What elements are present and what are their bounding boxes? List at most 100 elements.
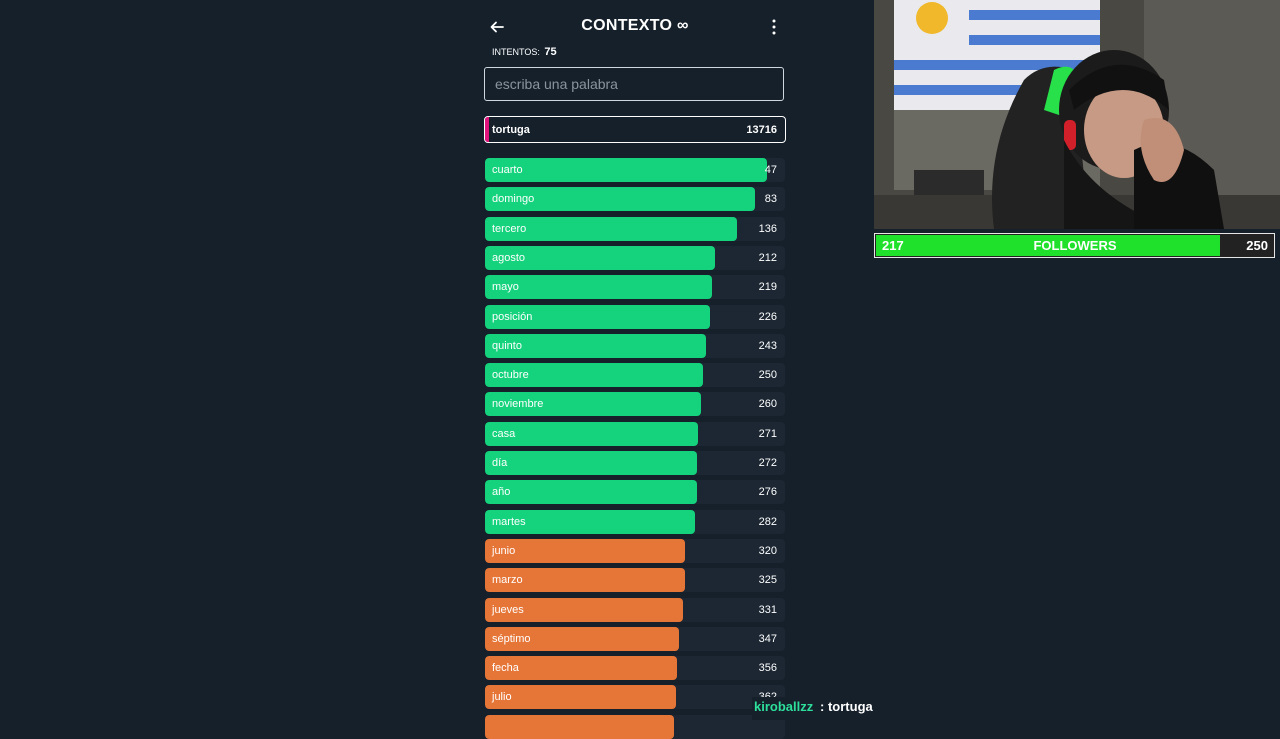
- guess-row: agosto 212: [485, 245, 785, 270]
- webcam-image: [874, 0, 1280, 229]
- guess-row: séptimo 347: [485, 626, 785, 651]
- guess-row: casa 271: [485, 421, 785, 446]
- guess-rank: 243: [758, 339, 777, 352]
- guess-distance-bar: [485, 597, 683, 622]
- guess-word: mayo: [492, 281, 519, 294]
- followers-progress-fill: [876, 235, 1221, 256]
- guess-rank: 250: [758, 369, 777, 382]
- guess-distance-bar: [485, 363, 704, 388]
- guess-word: día: [492, 457, 508, 469]
- guess-rank: 320: [758, 544, 777, 557]
- guess-row: cuarto 47: [485, 158, 785, 182]
- guess-word: tercero: [492, 222, 527, 235]
- guess-row: noviembre 260: [485, 392, 785, 417]
- guess-distance-bar: [485, 333, 706, 358]
- followers-goal-bar: 217 FOLLOWERS 250: [874, 233, 1275, 258]
- chat-username: kiroballzz: [754, 699, 814, 714]
- guess-rank: 347: [758, 632, 777, 645]
- word-input[interactable]: [484, 67, 784, 101]
- last-guess-row: tortuga 13716: [484, 116, 786, 143]
- guess-distance-bar: [485, 714, 674, 739]
- guess-word: junio: [492, 544, 516, 557]
- more-vertical-icon[interactable]: [770, 18, 778, 36]
- guess-rank: 226: [758, 310, 777, 323]
- attempts-count: 75: [544, 46, 557, 58]
- guess-distance-bar: [485, 158, 767, 182]
- guess-rank: 136: [758, 222, 777, 235]
- guess-distance-bar: [485, 421, 698, 446]
- guess-rank: 325: [758, 574, 777, 587]
- guess-row: [485, 714, 785, 739]
- guess-rank: 282: [758, 515, 777, 528]
- guess-word: fecha: [492, 662, 519, 675]
- guess-word: quinto: [492, 339, 522, 352]
- guess-row: junio 320: [485, 538, 785, 563]
- chat-message: kiroballzz : tortuga: [752, 697, 1280, 720]
- guess-distance-bar: [485, 568, 685, 593]
- guess-rank: 356: [758, 662, 777, 675]
- guess-word: año: [492, 486, 511, 499]
- guess-distance-bar: [485, 656, 677, 681]
- last-guess-word: tortuga: [492, 124, 530, 136]
- webcam-overlay: [874, 0, 1280, 229]
- guess-row: quinto 243: [485, 333, 785, 358]
- guess-distance-bar: [485, 275, 713, 300]
- guess-word: noviembre: [492, 398, 544, 411]
- guess-distance-bar: [485, 480, 697, 505]
- guess-row: fecha 356: [485, 656, 785, 681]
- guess-distance-bar: [485, 451, 698, 475]
- guess-word: cuarto: [492, 164, 523, 176]
- guess-row: posición 226: [485, 304, 785, 329]
- guess-row: julio362: [485, 685, 785, 710]
- guess-word: posición: [492, 310, 533, 323]
- guess-row: jueves 331: [485, 597, 785, 622]
- guess-row: año 276: [485, 480, 785, 505]
- followers-goal: 250: [1246, 238, 1268, 253]
- guess-word: octubre: [492, 369, 529, 382]
- attempts-label: INTENTOS:: [492, 47, 540, 57]
- guess-row: día 272: [485, 451, 785, 475]
- guess-rank: 47: [764, 164, 777, 176]
- guess-word: jueves: [492, 603, 524, 616]
- guess-row: octubre 250: [485, 363, 785, 388]
- guess-distance-bar: [485, 245, 715, 270]
- guess-row: tercero 136: [485, 216, 785, 241]
- page-title: CONTEXTO ∞: [484, 17, 786, 35]
- guess-word: domingo: [492, 193, 535, 206]
- attempts-counter: INTENTOS: 75: [492, 46, 557, 58]
- guess-rank: 276: [758, 486, 777, 499]
- guess-distance-bar: [485, 392, 701, 417]
- guess-rank: 271: [758, 427, 777, 440]
- guess-rank: 272: [758, 457, 777, 469]
- guess-distance-bar: [485, 626, 680, 651]
- guess-word: casa: [492, 427, 516, 440]
- guess-word: martes: [492, 515, 526, 528]
- contexto-game-panel: CONTEXTO ∞ INTENTOS: 75 tortuga 13716 cu…: [484, 0, 786, 739]
- back-arrow-icon[interactable]: [488, 18, 506, 36]
- guess-word: agosto: [492, 251, 526, 264]
- guess-distance-bar: [485, 187, 755, 212]
- chat-text: : tortuga: [820, 699, 873, 714]
- followers-current: 217: [882, 238, 904, 253]
- chat-separator: :: [820, 699, 825, 714]
- guess-row: mayo 219: [485, 275, 785, 300]
- guess-distance-bar: [485, 685, 677, 710]
- guess-rank: 212: [758, 251, 777, 264]
- guess-row: domingo 83: [485, 187, 785, 212]
- chat-message-text: tortuga: [827, 699, 873, 714]
- guess-word: julio: [492, 691, 512, 704]
- guess-distance-bar: [485, 509, 695, 534]
- followers-label: FOLLOWERS: [1033, 238, 1117, 253]
- game-header: CONTEXTO ∞: [484, 12, 786, 42]
- guess-rank: 260: [758, 398, 777, 411]
- guess-distance-bar: [485, 216, 737, 241]
- last-guess-accent: [485, 117, 489, 142]
- infinity-icon: ∞: [677, 17, 689, 34]
- guess-distance-bar: [485, 304, 710, 329]
- guess-rank: 219: [758, 281, 777, 294]
- guess-word: séptimo: [492, 632, 531, 645]
- guess-word: marzo: [492, 574, 523, 587]
- guess-rank: 83: [764, 193, 777, 206]
- last-guess-rank: 13716: [746, 124, 777, 136]
- guess-row: marzo 325: [485, 568, 785, 593]
